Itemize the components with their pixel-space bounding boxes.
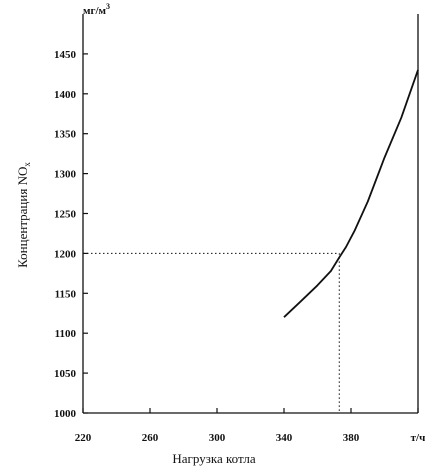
y-tick-label-1400: 1400 bbox=[54, 89, 77, 101]
y-tick-label-1450: 1450 bbox=[54, 49, 77, 61]
y-tick-label-1050: 1050 bbox=[54, 368, 77, 380]
y-tick-label-1000: 1000 bbox=[54, 408, 77, 420]
x-tick-label-260: 260 bbox=[142, 432, 159, 444]
y-tick-label-1100: 1100 bbox=[55, 328, 77, 340]
x-tick-label-340: 340 bbox=[276, 432, 293, 444]
y-unit-label: мг/м3 bbox=[83, 2, 110, 17]
labels-group: мг/м3 т/ч Нагрузка котла Концентрация NO… bbox=[15, 2, 425, 466]
series-group bbox=[283, 69, 419, 318]
y-tick-label-1150: 1150 bbox=[55, 288, 77, 300]
axes: 1000 1050 1100 1150 1200 1250 1300 1350 1400 1450… bbox=[54, 14, 419, 444]
x-tick-label-300: 300 bbox=[209, 432, 226, 444]
reference-lines bbox=[83, 252, 340, 413]
y-tick-label-1250: 1250 bbox=[54, 209, 77, 221]
y-tick-label-1350: 1350 bbox=[54, 129, 77, 141]
x-tick-label-220: 220 bbox=[75, 432, 92, 444]
x-axis-title: Нагрузка котла bbox=[172, 451, 255, 466]
y-axis-title: Концентрация NOx bbox=[15, 162, 32, 268]
series-line-0 bbox=[283, 69, 419, 318]
x-unit-label: т/ч bbox=[411, 432, 426, 444]
x-tick-label-380: 380 bbox=[343, 432, 360, 444]
y-tick-label-1200: 1200 bbox=[54, 248, 77, 260]
y-tick-label-1300: 1300 bbox=[54, 169, 77, 181]
